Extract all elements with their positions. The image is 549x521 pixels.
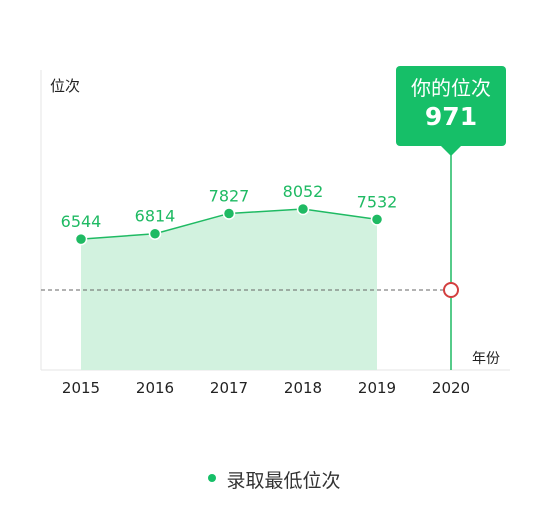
- x-tick-label: 2019: [358, 379, 396, 397]
- x-tick-label: 2018: [284, 379, 322, 397]
- legend-marker-icon: [208, 473, 217, 482]
- y-axis-title: 位次: [50, 77, 81, 95]
- data-label: 8052: [283, 182, 324, 201]
- data-label: 7827: [209, 186, 250, 205]
- x-tick-label: 2016: [136, 379, 174, 397]
- series-area-fill: [81, 208, 377, 370]
- reference-marker: [443, 282, 459, 298]
- callout-value: 971: [424, 102, 478, 131]
- x-axis-title: 年份: [472, 351, 500, 367]
- data-point: [148, 227, 162, 240]
- x-tick-label: 2017: [210, 379, 248, 397]
- data-point: [222, 207, 236, 220]
- x-tick-label: 2015: [62, 379, 100, 397]
- data-label: 7532: [357, 192, 398, 211]
- data-point: [370, 213, 384, 226]
- legend-label: 录取最低位次: [226, 470, 341, 492]
- data-point: [74, 232, 88, 246]
- legend: 录取最低位次: [0, 466, 549, 493]
- data-label: 6544: [61, 212, 102, 231]
- data-point: [296, 202, 310, 216]
- callout-title: 你的位次: [411, 76, 491, 100]
- your-rank-callout: 你的位次 971: [396, 66, 506, 156]
- data-label: 6814: [135, 207, 176, 226]
- x-tick-label: 2020: [432, 379, 470, 397]
